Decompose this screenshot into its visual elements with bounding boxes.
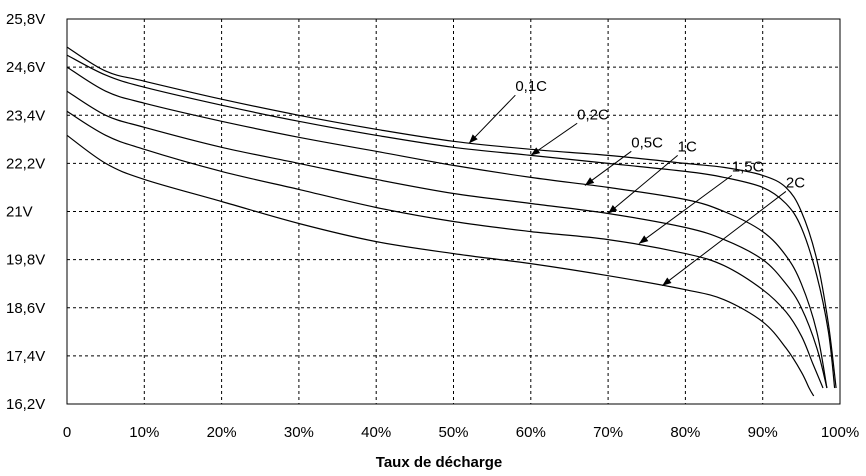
x-tick-label: 10%: [129, 424, 159, 441]
x-tick-label: 30%: [284, 424, 314, 441]
annotation-arrowhead: [608, 205, 618, 214]
annotation-arrowhead: [584, 177, 595, 186]
y-tick-label: 25,8V: [6, 11, 45, 28]
annotation-label: 0,5C: [631, 134, 663, 151]
x-tick-label: 0: [63, 424, 71, 441]
series-line: [66, 54, 836, 389]
x-tick-label: 100%: [821, 424, 859, 441]
series-line: [66, 134, 815, 397]
annotation-arrows: 0,1C 0,2C 0,5C 1C 1,5C 2C: [468, 78, 805, 287]
annotation-arrow-line: [530, 122, 578, 156]
x-tick-label: 90%: [748, 424, 778, 441]
y-tick-label: 17,4V: [6, 348, 45, 365]
y-tick-label: 18,6V: [6, 300, 45, 317]
y-tick-label: 24,6V: [6, 59, 45, 76]
annotation: 2C: [661, 174, 805, 287]
x-tick-label: 60%: [516, 424, 546, 441]
series-line: [66, 66, 828, 389]
annotation: 1C: [607, 138, 697, 214]
x-axis-label: Taux de décharge: [376, 454, 502, 471]
annotation: 0,5C: [584, 134, 663, 186]
annotation-arrowhead: [662, 277, 672, 286]
annotation-arrowhead: [639, 235, 649, 244]
annotation: 0,1C: [468, 78, 547, 144]
x-tick-label: 70%: [593, 424, 623, 441]
annotation-arrow-line: [607, 154, 678, 214]
annotation-arrow-line: [638, 174, 733, 244]
y-tick-label: 16,2V: [6, 396, 45, 413]
series-line: [66, 110, 824, 389]
annotation-label: 1C: [678, 138, 697, 155]
annotation-label: 2C: [786, 174, 805, 191]
annotation-label: 0,2C: [577, 106, 609, 123]
annotation-arrow-line: [584, 150, 632, 186]
annotation: 0,2C: [530, 106, 609, 156]
grid: [67, 19, 840, 404]
series-line: [66, 46, 837, 389]
annotation-arrowhead: [530, 147, 541, 156]
series-line: [66, 90, 828, 389]
x-tick-label: 40%: [361, 424, 391, 441]
annotation-arrow-line: [468, 94, 516, 144]
y-tick-labels: 25,8V 24,6V 23,4V 22,2V 21V 19,8V 18,6V 17,4V 16…: [6, 11, 45, 413]
plot-frame: [66, 18, 841, 405]
y-tick-label: 23,4V: [6, 107, 45, 124]
annotation-label: 1,5C: [732, 158, 764, 175]
annotation-arrowhead: [468, 134, 478, 144]
y-tick-label: 19,8V: [6, 252, 45, 269]
series-curves: [66, 46, 837, 397]
y-tick-label: 22,2V: [6, 155, 45, 172]
x-tick-label: 80%: [670, 424, 700, 441]
annotation-arrow-line: [661, 191, 787, 287]
x-tick-label: 50%: [438, 424, 468, 441]
x-tick-labels: 0 10% 20% 30% 40% 50% 60% 70% 80% 90% 100%: [63, 424, 859, 441]
annotation-label: 0,1C: [515, 78, 547, 95]
x-tick-label: 20%: [207, 424, 237, 441]
y-tick-label: 21V: [6, 204, 33, 221]
annotation: 1,5C: [638, 158, 764, 244]
